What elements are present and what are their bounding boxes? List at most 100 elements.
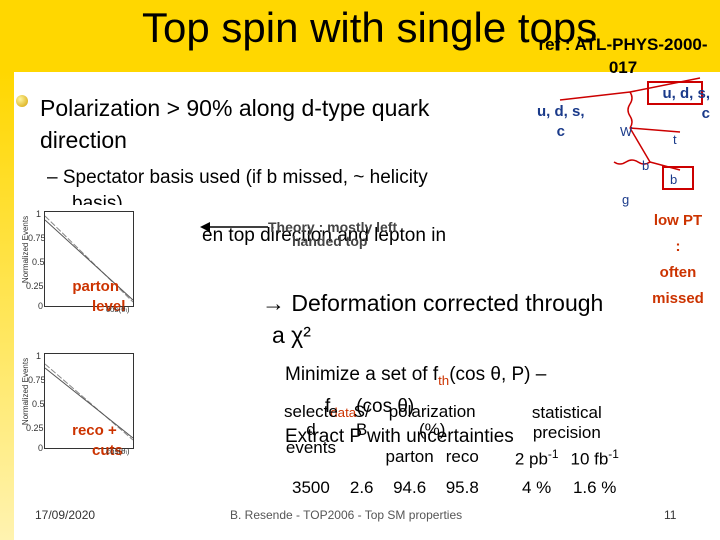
table-header-row: selecte d events S/ B polarization (%) s… xyxy=(278,403,625,457)
plot1-ytick: 0.25 xyxy=(26,281,44,291)
td-prec-1: 4 % xyxy=(522,477,552,497)
plot2-ytick: 0.75 xyxy=(28,375,46,385)
th-stat-line-1: statistical xyxy=(531,403,602,422)
b-label: b xyxy=(642,158,650,173)
table-row: 3500 2.6 94.6 95.8 4 % 1.6 % xyxy=(278,470,625,498)
footer-date: 17/09/2020 xyxy=(35,508,96,522)
th-lumi-1: 2 pb-1 xyxy=(485,443,565,470)
plot1-curve xyxy=(44,215,134,303)
td-events: 3500 xyxy=(292,477,330,497)
minimize-suffix: (cos θ, P) – xyxy=(449,364,547,385)
reference-label: ref : ATL-PHYS-2000- 017 xyxy=(533,33,713,79)
lumi-2-value: 10 fb xyxy=(570,449,609,469)
plot1-caption: parton level xyxy=(66,277,125,317)
th-parton: parton xyxy=(385,447,434,466)
th-pol-line-1: polarization xyxy=(388,402,476,421)
sub-bullet-line-1: – Spectator basis used (if b missed, ~ h… xyxy=(47,167,428,188)
minimize2-prefix: f xyxy=(325,395,331,417)
td-sb: 2.6 xyxy=(349,477,374,497)
plot1-ytick: 0.5 xyxy=(32,257,45,267)
plot2-ytick: 1 xyxy=(36,351,42,361)
theory-line-1: Theory : mostly left xyxy=(268,219,398,235)
reference-line-2: 017 xyxy=(608,58,638,77)
th-selected-line-1: selecte xyxy=(284,402,338,421)
quark-out-line-2: c xyxy=(701,105,710,122)
plot1-ytick: 1 xyxy=(36,209,42,219)
minimize-sub-th: th xyxy=(438,372,450,388)
footer-center: B. Resende - TOP2006 - Top SM properties xyxy=(230,508,463,522)
td-prec-2: 1.6 % xyxy=(572,477,617,497)
low-pt-line-1: low PT xyxy=(653,212,703,229)
minimize-prefix: Minimize a set of f xyxy=(285,364,439,385)
feynman-diagram xyxy=(559,77,703,190)
t-label: t xyxy=(673,132,677,147)
lumi-1-value: 2 pb xyxy=(514,449,548,469)
bbar-label: b xyxy=(670,172,678,187)
quark-in-line-1: u, d, s, xyxy=(537,103,585,120)
th-sb-line-1: S/ xyxy=(353,402,370,421)
th-statistical: statistical precision xyxy=(485,403,625,443)
td-reco: 95.8 xyxy=(445,477,479,497)
reference-line-1: ref : ATL-PHYS-2000- xyxy=(538,35,708,54)
th-sb-line-2: B xyxy=(356,420,368,439)
td-parton: 94.6 xyxy=(393,477,427,497)
plot1-xlabel: cos(θₗ) xyxy=(106,305,130,314)
plot1-caption-line-1: parton xyxy=(72,278,120,295)
plot1-ytick: 0 xyxy=(38,301,44,311)
plot1-ylabel: Normalized Events xyxy=(21,215,31,284)
main-bullet-line-1: Polarization > 90% along d-type quark xyxy=(40,95,430,121)
th-stat-line-2: precision xyxy=(532,423,601,442)
g-label: g xyxy=(622,192,630,207)
plot2-ytick: 0.5 xyxy=(32,399,45,409)
plot2-caption-line-2: cuts xyxy=(92,442,123,459)
plot2-caption-line-1: reco + xyxy=(72,422,117,439)
plot-parton-level: Normalized Events 1 0.75 0.5 0.25 0 part… xyxy=(14,205,136,315)
minimize-sub-data: data xyxy=(330,404,357,420)
main-bullet: Polarization > 90% along d-type quark di… xyxy=(40,92,429,156)
plot1-caption-line-2: level xyxy=(92,298,126,315)
theory-label: Theory : mostly left handed top xyxy=(268,220,397,248)
plot2-frame xyxy=(44,353,134,449)
lumi-2-sup: -1 xyxy=(608,447,619,461)
theory-arrow-icon xyxy=(200,222,268,232)
lumi-1-sup: -1 xyxy=(547,447,559,461)
deformation-line-2: a χ² xyxy=(272,322,311,348)
sub-bullet-line-3: en top direction and lepton in xyxy=(202,225,447,246)
page-number: 11 xyxy=(664,508,677,522)
main-bullet-line-2: direction xyxy=(40,127,127,153)
slide-title: Top spin with single tops xyxy=(142,4,598,51)
plot2-ytick: 0 xyxy=(38,443,44,453)
th-selected-line-2: d xyxy=(306,420,316,439)
low-pt-line-4: missed xyxy=(652,290,704,307)
quark-in-line-2: c xyxy=(556,123,565,140)
right-arrow-icon: → xyxy=(262,290,292,316)
minimize2-suffix: (cos θ) xyxy=(356,395,415,417)
th-selected: selecte d events xyxy=(278,403,344,470)
left-decor-strip xyxy=(0,72,14,540)
table-subheader-row: parton reco 2 pb-1 10 fb-1 xyxy=(278,443,625,470)
results-table: selecte d events S/ B polarization (%) s… xyxy=(278,403,625,498)
th-selected-line-3: events xyxy=(285,438,336,457)
plot2-ytick: 0.25 xyxy=(26,423,44,433)
low-pt-line-2: : xyxy=(675,238,681,255)
minimize-text: Minimize a set of fth(cos θ, P) – fdata(… xyxy=(285,362,546,426)
title-band xyxy=(0,0,720,72)
quark-in-label: u, d, s, c xyxy=(537,102,585,142)
plot-reco-cuts: Normalized Events 1 0.75 0.5 0.25 0 reco… xyxy=(14,347,136,459)
quark-out-label: u, d, s, c xyxy=(650,84,710,124)
plot2-ylabel: Normalized Events xyxy=(21,357,31,426)
theory-line-2: handed top xyxy=(292,233,368,249)
th-polarization: polarization (%) xyxy=(380,403,485,443)
plot2-caption: reco + cuts xyxy=(66,421,123,461)
th-pol-line-2: (%) xyxy=(418,420,446,439)
th-sb: S/ B xyxy=(344,403,380,470)
th-lumi-2: 10 fb-1 xyxy=(564,443,624,470)
w-label: W xyxy=(620,124,633,139)
bullet-icon xyxy=(16,95,28,107)
plot2-xlabel: cos(θₗ) xyxy=(106,447,130,456)
low-pt-note: low PT : often missed xyxy=(640,208,716,312)
th-reco: reco xyxy=(445,447,479,466)
deformation-line-1: Deformation corrected through xyxy=(291,290,604,316)
quark-out-line-1: u, d, s, xyxy=(662,85,710,102)
deformation-text: → Deformation corrected through a χ² xyxy=(262,287,603,351)
